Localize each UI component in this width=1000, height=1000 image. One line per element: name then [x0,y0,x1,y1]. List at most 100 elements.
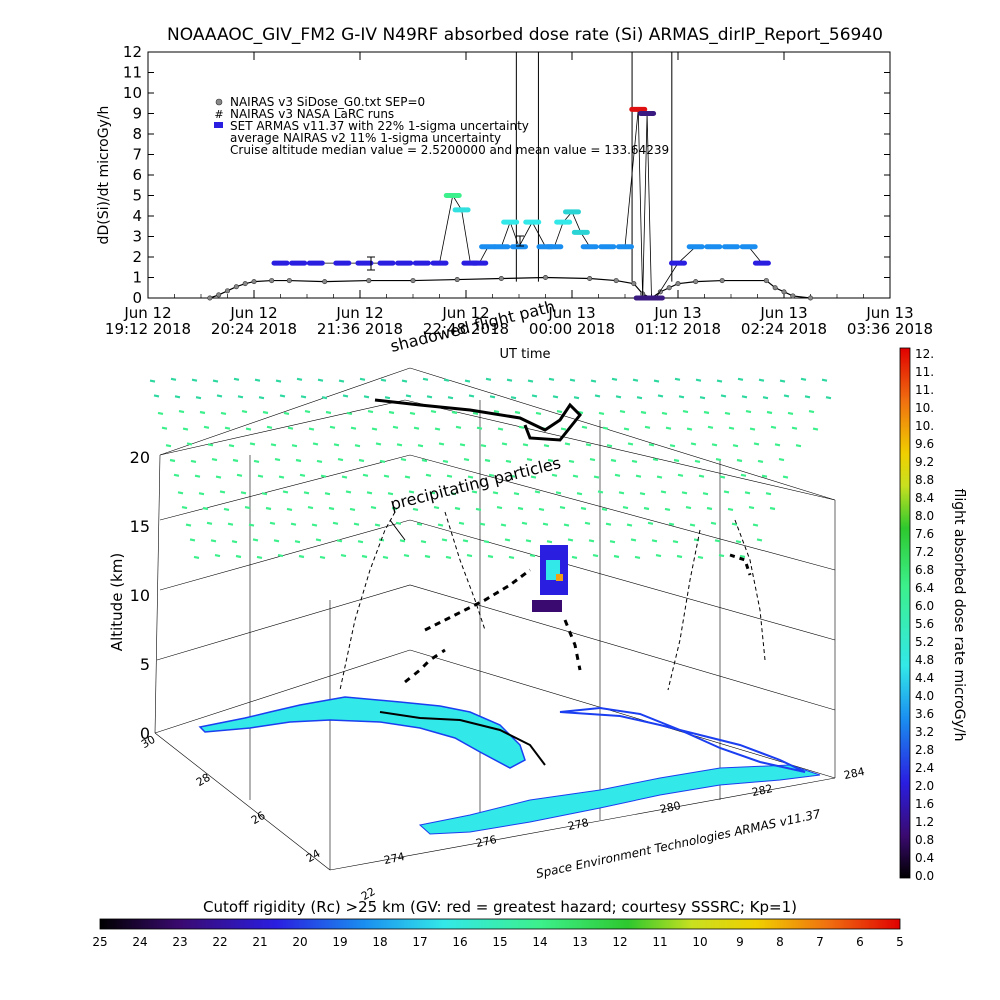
field-dot [340,554,347,558]
field-dot [812,427,819,431]
field-dot [732,444,739,448]
field-dot [443,378,450,382]
field-dot [695,378,702,382]
rigidity-colorbar-label: 5 [896,935,904,949]
y-tick-label: 10 [123,84,142,102]
dose-colorbar-label: 0.8 [915,833,934,847]
field-dot [194,474,201,478]
field-dot [173,473,180,477]
field-dot [741,395,748,399]
armas-point [545,244,564,250]
field-dot [677,473,684,477]
field-dot [564,442,571,446]
armas-point [629,106,648,112]
field-dot [674,377,681,381]
field-dot [157,411,164,415]
field-dot [362,473,369,477]
field-dot [749,427,756,431]
field-dot [661,411,668,415]
field-dot [425,473,432,477]
field-dot [585,443,592,447]
dose-colorbar-label: 4.4 [915,671,934,685]
x-axis-label: UT time [500,347,551,362]
field-dot [266,425,273,429]
field-dot [765,492,772,496]
x-tick-day: Jun 12 [123,304,171,322]
model-point [807,295,813,301]
field-dot [483,540,490,544]
legend-label: SET ARMAS v11.37 with 22% 1-sigma uncert… [230,119,529,133]
field-dot [253,459,260,463]
field-dot [668,522,675,526]
armas-point [333,260,352,266]
field-dot [417,444,424,448]
field-dot [232,458,239,463]
model-point [631,281,637,287]
lat-tick-label: 26 [249,809,268,827]
field-dot [317,378,324,382]
field-dot [316,459,323,463]
x-tick-time: 22:48 2018 [423,320,509,338]
armas-point [271,260,290,266]
field-dot [736,458,743,463]
field-dot [422,377,429,381]
field-dot [534,490,541,494]
field-dot [542,522,549,526]
x-tick-day: Jun 13 [547,304,595,322]
field-dot [447,396,454,400]
field-dot [501,442,508,446]
field-dot [338,379,345,383]
z-axis-label: Altitude (km) [108,553,126,651]
field-dot [228,444,235,448]
field-dot [426,395,433,399]
field-dot [256,555,263,559]
field-dot [602,426,609,430]
armas-point [523,219,542,225]
field-dot [590,379,597,383]
field-dot [430,410,437,414]
y-axis-label: dD(Si)/dt microGy/h [96,106,112,245]
y-tick-label: 6 [132,166,142,184]
lat-tick-label: 30 [139,733,158,751]
field-dot [181,506,188,510]
field-dot [572,474,579,478]
field-dot [770,425,777,429]
field-dot [446,474,453,478]
field-dot [618,491,625,495]
field-dot [165,444,172,448]
field-dot [466,554,473,558]
field-dot [719,475,726,479]
field-dot [791,426,798,430]
field-dot [298,554,305,559]
field-dot [361,554,368,559]
field-dot [286,507,293,511]
field-dot [451,410,458,415]
field-dot [559,506,566,510]
field-dot [769,506,776,511]
field-dot [211,458,218,462]
field-dot [634,555,641,559]
field-dot [459,443,466,447]
field-dot [275,379,282,383]
field-dot [825,396,832,400]
field-dot [203,425,210,429]
dose-spikes [515,52,673,282]
field-dot [220,411,227,415]
dose-colorbar-label: 6.0 [915,599,934,613]
field-dot [748,506,755,510]
y-tick-label: 1 [132,269,142,287]
field-dot [405,394,412,398]
field-dot [240,491,247,495]
field-dot [354,444,361,448]
dose-colorbar-label: 11. [915,365,934,379]
field-dot [508,555,515,559]
field-dot [526,458,533,462]
field-dot [597,490,604,494]
field-dot [342,394,349,398]
field-dot [505,459,512,463]
field-dot [206,521,213,525]
field-dot [653,379,660,383]
field-dot [735,540,742,544]
field-dot [304,410,311,414]
x-tick-time: 03:36 2018 [847,320,933,338]
